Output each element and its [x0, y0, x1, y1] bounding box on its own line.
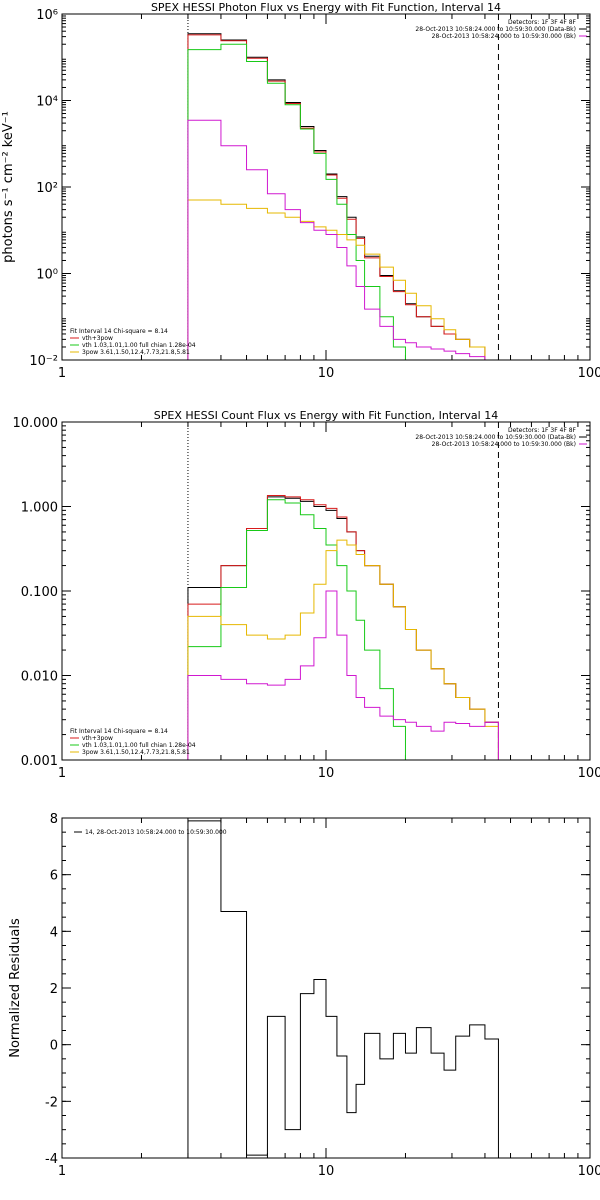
legend-top-text: Detectors: 1F 3F 4F 8F: [508, 427, 577, 434]
series-4-step-line: [187, 590, 499, 760]
series-4-step-line: [187, 119, 499, 360]
residuals-panel: Normalized Residuals 1 10 100 -4 -2 0 2 4 6 8 14, 2…: [8, 812, 600, 1179]
y-tick-label: 10⁴: [36, 95, 58, 110]
legend-top-text: 28-Oct-2013 10:58:24.000 to 10:59:30.000…: [432, 33, 576, 40]
y-tick-label: 8: [50, 812, 58, 827]
series-group: [187, 494, 499, 760]
y-tick-label: 2: [50, 982, 58, 997]
y-axis-label: photons s⁻¹ cm⁻² keV⁻¹: [1, 111, 16, 263]
legend-bottom-text: vth+3pow: [82, 335, 113, 342]
legend-bottom-text: vth 1.03,1.01,1.00 full chian 1.28e-04: [82, 342, 196, 349]
series-1-step-line: [187, 34, 499, 360]
y-tick-label: -4: [45, 1152, 58, 1167]
y-tick-label: 10⁰: [36, 268, 58, 283]
legend-bottom-text: Fit Interval 14 Chi-square = 8.14: [70, 328, 168, 335]
legend-bottom-text: vth+3pow: [82, 735, 113, 742]
y-axis-label: Normalized Residuals: [8, 918, 23, 1058]
series-3-step-line: [187, 539, 499, 760]
plot-frame: [61, 13, 591, 361]
legend-top-text: 28-Oct-2013 10:58:24.000 to 10:59:30.000…: [415, 26, 576, 33]
x-tick-label: 1: [58, 1164, 66, 1179]
count-flux-panel: SPEX HESSI Count Flux vs Energy with Fit…: [13, 409, 600, 781]
x-tick-label: 100: [578, 766, 600, 781]
series-2-step-line: [187, 43, 406, 360]
x-tick-label: 10: [318, 766, 335, 781]
y-tick-label: 4: [50, 925, 58, 940]
plot-frame: [61, 817, 591, 1159]
legend-top-text: Detectors: 1F 3F 4F 8F: [508, 19, 577, 26]
x-tick-label: 10: [318, 1164, 335, 1179]
x-tick-label: 100: [578, 1164, 600, 1179]
y-tick-label: 10⁻²: [29, 354, 58, 369]
chart-title: SPEX HESSI Photon Flux vs Energy with Fi…: [151, 1, 501, 14]
legend-bottom-text: 3pow 3.61,1.50,12.4,7.73,21.8,5.81: [82, 349, 190, 356]
legend-bottom-text: vth 1.03,1.01,1.00 full chian 1.28e-04: [82, 742, 196, 749]
chart-title: SPEX HESSI Count Flux vs Energy with Fit…: [154, 409, 498, 422]
legend-top-text: 28-Oct-2013 10:58:24.000 to 10:59:30.000…: [432, 441, 576, 448]
series-group: [187, 820, 499, 1158]
series-3-step-line: [187, 199, 499, 360]
x-tick-label: 1: [58, 366, 66, 381]
series-0-step-line: [187, 820, 499, 1158]
y-tick-label: 0.100: [21, 585, 58, 600]
y-tick-label: 10.000: [13, 416, 59, 431]
legend-top-text: 28-Oct-2013 10:58:24.000 to 10:59:30.000…: [415, 434, 576, 441]
series-2-step-line: [187, 499, 406, 760]
plot-frame: [61, 421, 591, 761]
series-group: [187, 33, 499, 360]
x-tick-label: 100: [578, 366, 600, 381]
y-tick-label: -2: [45, 1095, 58, 1110]
legend-bottom-text: 3pow 3.61,1.50,12.4,7.73,21.8,5.81: [82, 749, 190, 756]
photon-flux-panel: SPEX HESSI Photon Flux vs Energy with Fi…: [1, 1, 600, 381]
y-tick-label: 6: [50, 869, 58, 884]
y-tick-label: 0.010: [21, 670, 58, 685]
x-tick-label: 1: [58, 766, 66, 781]
y-tick-label: 10⁶: [36, 8, 58, 23]
y-tick-label: 0.001: [21, 754, 58, 769]
y-tick-label: 1.000: [21, 501, 58, 516]
y-tick-label: 10²: [36, 181, 58, 196]
x-tick-label: 10: [318, 366, 335, 381]
legend-bottom-text: Fit Interval 14 Chi-square = 8.14: [70, 728, 168, 735]
legend-text: 14, 28-Oct-2013 10:58:24.000 to 10:59:30…: [85, 829, 227, 836]
y-tick-label: 0: [50, 1039, 58, 1054]
